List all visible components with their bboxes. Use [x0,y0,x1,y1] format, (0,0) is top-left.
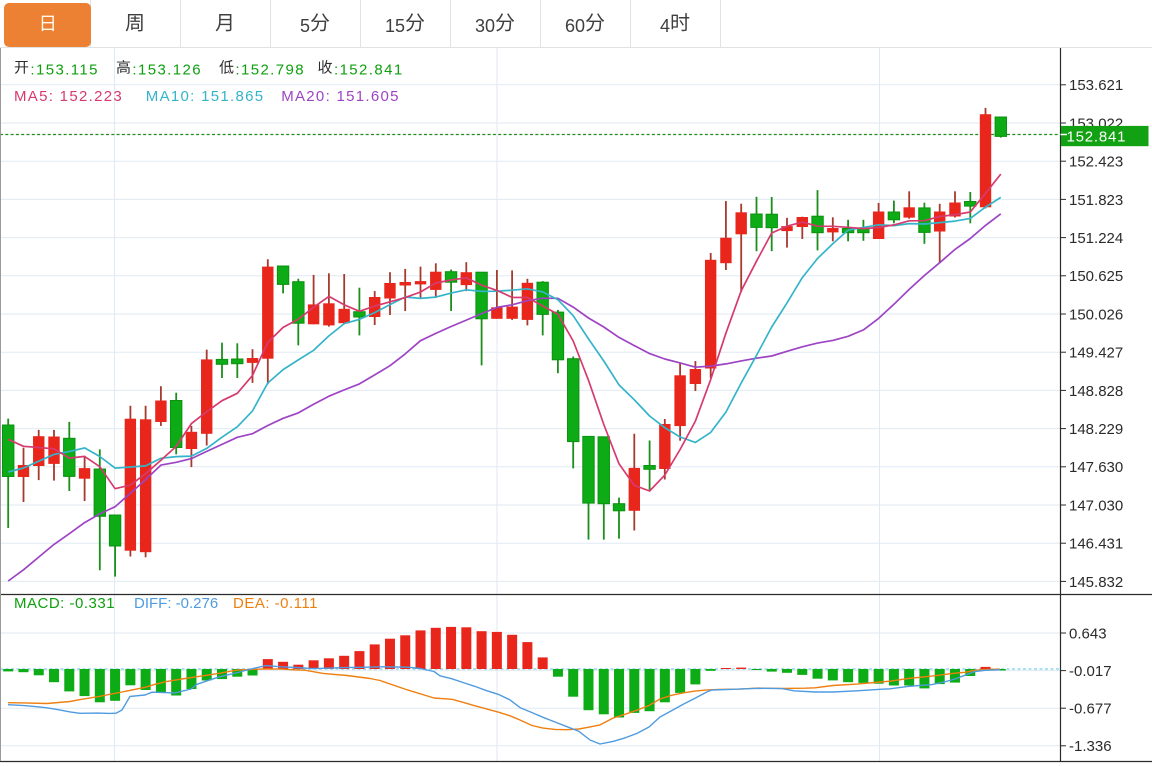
svg-text:145.832: 145.832 [1069,574,1123,591]
svg-text:150.026: 150.026 [1069,306,1123,323]
svg-text:MACD: -0.331: MACD: -0.331 [14,595,115,612]
svg-text:4: 4 [660,16,670,36]
svg-text:147.630: 147.630 [1069,459,1123,476]
svg-text:MA5: 152.223: MA5: 152.223 [14,88,123,105]
svg-text:152.423: 152.423 [1069,154,1123,171]
svg-text:30: 30 [475,16,495,36]
svg-text:15: 15 [385,16,405,36]
svg-text:149.427: 149.427 [1069,345,1123,362]
svg-text:152.841: 152.841 [1067,128,1127,145]
svg-text:151.823: 151.823 [1069,192,1123,209]
svg-text:DIFF: -0.276: DIFF: -0.276 [134,595,218,612]
svg-text:-1.336: -1.336 [1069,738,1112,755]
svg-text:151.224: 151.224 [1069,230,1123,247]
svg-text:DEA: -0.111: DEA: -0.111 [233,595,318,612]
svg-text:148.828: 148.828 [1069,383,1123,400]
svg-text::152.841: :152.841 [334,61,404,78]
svg-text:MA10: 151.865: MA10: 151.865 [146,88,265,105]
svg-text::152.798: :152.798 [235,61,305,78]
svg-text:153.621: 153.621 [1069,77,1123,94]
svg-text:146.431: 146.431 [1069,536,1123,553]
svg-text::153.126: :153.126 [132,61,202,78]
svg-text:5: 5 [300,16,310,36]
svg-text:148.229: 148.229 [1069,421,1123,438]
svg-text:-0.677: -0.677 [1069,701,1112,718]
svg-text:-0.017: -0.017 [1069,663,1112,680]
svg-text:147.030: 147.030 [1069,497,1123,514]
svg-text::153.115: :153.115 [30,61,98,78]
svg-text:0.643: 0.643 [1069,625,1107,642]
svg-text:MA20: 151.605: MA20: 151.605 [281,88,400,105]
svg-text:150.625: 150.625 [1069,268,1123,285]
svg-text:60: 60 [565,16,585,36]
